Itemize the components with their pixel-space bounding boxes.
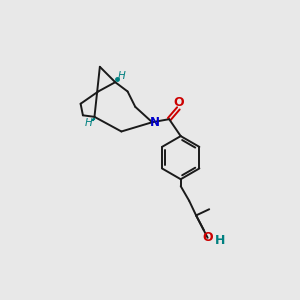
Text: N: N: [150, 116, 160, 129]
Text: H: H: [215, 233, 225, 247]
Text: O: O: [174, 97, 184, 110]
Text: H: H: [118, 71, 125, 81]
Text: H: H: [84, 118, 92, 128]
Text: O: O: [202, 231, 213, 244]
